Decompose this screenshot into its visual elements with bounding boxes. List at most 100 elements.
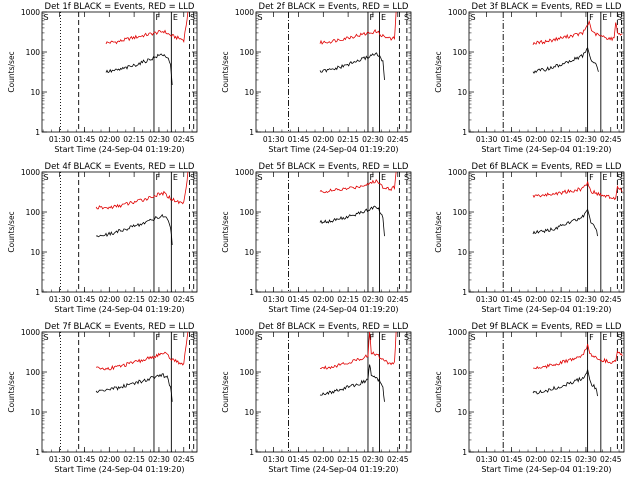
series-line-events xyxy=(532,46,599,74)
plot-frame xyxy=(468,331,625,453)
x-tick-label: 01:45 xyxy=(74,455,96,464)
y-tick-label: 1000 xyxy=(21,328,40,337)
x-tick-label: 02:45 xyxy=(600,455,622,464)
x-tick-label: 02:30 xyxy=(362,295,384,304)
panel-title: Det 1f BLACK = Events, RED = LLD xyxy=(45,2,195,12)
y-axis-label: Counts/sec xyxy=(434,371,443,412)
x-tick-label: 02:15 xyxy=(550,135,572,144)
plot-frame xyxy=(41,11,198,133)
y-tick-label: 10 xyxy=(30,408,40,417)
y-tick-label: 100 xyxy=(26,208,41,217)
x-axis-label: Start Time (24-Sep-04 01:19:20) xyxy=(481,145,611,154)
plot-frame xyxy=(255,11,412,133)
marker-label: F xyxy=(155,173,160,182)
corner-label-right: S xyxy=(404,173,409,182)
series-line-events xyxy=(319,52,385,81)
y-tick-label: 100 xyxy=(240,208,255,217)
x-tick-label: 01:45 xyxy=(74,295,96,304)
x-tick-label: 02:00 xyxy=(312,455,334,464)
x-tick-label: 01:45 xyxy=(501,455,523,464)
panel-title: Det 6f BLACK = Events, RED = LLD xyxy=(472,162,622,172)
x-tick-label: 02:30 xyxy=(362,455,384,464)
y-tick-label: 1000 xyxy=(448,328,467,337)
y-tick-label: 100 xyxy=(453,208,468,217)
x-tick-label: 02:15 xyxy=(337,135,359,144)
y-tick-label: 10 xyxy=(457,88,467,97)
corner-label-right: S xyxy=(617,173,622,182)
y-tick-label: 1 xyxy=(35,448,40,457)
panel-title: Det 9f BLACK = Events, RED = LLD xyxy=(472,322,622,332)
corner-label-left: S xyxy=(258,13,263,22)
plot-frame xyxy=(468,11,625,133)
y-axis-label: Counts/sec xyxy=(7,371,16,412)
panel-det-2f: Det 2f BLACK = Events, RED = LLD 1 10 100 10… xyxy=(221,2,412,154)
x-tick-label: 02:30 xyxy=(148,455,170,464)
panel-det-4f: Det 4f BLACK = Events, RED = LLD 1 10 100 10… xyxy=(7,162,198,314)
series-line-events xyxy=(319,364,385,402)
x-tick-label: 02:00 xyxy=(525,455,547,464)
marker-label: E xyxy=(381,333,386,342)
panel-det-3f: Det 3f BLACK = Events, RED = LLD 1 10 100 10… xyxy=(434,2,625,154)
y-tick-label: 1000 xyxy=(235,328,254,337)
panel-title: Det 7f BLACK = Events, RED = LLD xyxy=(45,322,195,332)
y-axis-label: Counts/sec xyxy=(221,371,230,412)
corner-label-right: S xyxy=(617,13,622,22)
corner-label-left: S xyxy=(44,13,49,22)
y-tick-label: 100 xyxy=(240,368,255,377)
panel-det-8f: Det 8f BLACK = Events, RED = LLD 1 10 100 10… xyxy=(221,322,412,474)
y-tick-label: 100 xyxy=(26,48,41,57)
x-tick-label: 02:30 xyxy=(362,135,384,144)
series-line-lld xyxy=(105,11,189,45)
x-tick-label: 01:30 xyxy=(49,295,71,304)
series-line-events xyxy=(96,213,173,246)
y-tick-label: 10 xyxy=(244,248,254,257)
y-tick-label: 1 xyxy=(462,288,467,297)
panel-det-1f: Det 1f BLACK = Events, RED = LLD 1 10 100 10… xyxy=(7,2,198,154)
plot-frame xyxy=(468,171,625,293)
panel-det-6f: Det 6f BLACK = Events, RED = LLD 1 10 100 10… xyxy=(434,162,625,314)
y-tick-label: 10 xyxy=(457,248,467,257)
x-tick-label: 01:30 xyxy=(49,455,71,464)
series-line-lld xyxy=(319,11,397,45)
x-tick-label: 01:30 xyxy=(476,135,498,144)
series-line-lld xyxy=(532,19,623,46)
corner-label-right: S xyxy=(404,333,409,342)
x-axis-label: Start Time (24-Sep-04 01:19:20) xyxy=(481,305,611,314)
corner-label-right: S xyxy=(190,13,195,22)
x-tick-label: 01:45 xyxy=(74,135,96,144)
x-tick-label: 02:15 xyxy=(337,455,359,464)
y-tick-label: 1 xyxy=(462,448,467,457)
x-tick-label: 01:45 xyxy=(501,295,523,304)
marker-label: E xyxy=(602,13,607,22)
y-axis-label: Counts/sec xyxy=(7,211,16,252)
x-tick-label: 02:45 xyxy=(387,295,409,304)
x-axis-label: Start Time (24-Sep-04 01:19:20) xyxy=(268,145,398,154)
corner-label-right: S xyxy=(190,333,195,342)
x-tick-label: 02:45 xyxy=(173,455,195,464)
panel-title: Det 2f BLACK = Events, RED = LLD xyxy=(259,2,409,12)
x-tick-label: 01:30 xyxy=(49,135,71,144)
series-line-events xyxy=(532,369,598,397)
x-tick-label: 01:45 xyxy=(501,135,523,144)
corner-label-left: S xyxy=(258,333,263,342)
y-axis-label: Counts/sec xyxy=(221,51,230,92)
x-tick-label: 02:15 xyxy=(123,135,145,144)
corner-label-right: S xyxy=(404,13,409,22)
plot-frame xyxy=(41,171,198,293)
corner-label-left: S xyxy=(471,173,476,182)
corner-label-left: S xyxy=(44,333,49,342)
x-tick-label: 01:30 xyxy=(476,455,498,464)
x-axis-label: Start Time (24-Sep-04 01:19:20) xyxy=(268,465,398,474)
y-tick-label: 1000 xyxy=(235,8,254,17)
marker-label: E xyxy=(381,13,386,22)
x-tick-label: 01:30 xyxy=(263,455,285,464)
x-axis-label: Start Time (24-Sep-04 01:19:20) xyxy=(481,465,611,474)
x-tick-label: 02:00 xyxy=(525,295,547,304)
marker-label: E xyxy=(602,173,607,182)
y-tick-label: 1000 xyxy=(21,168,40,177)
y-tick-label: 1000 xyxy=(235,168,254,177)
y-tick-label: 1000 xyxy=(448,168,467,177)
x-tick-label: 02:45 xyxy=(600,295,622,304)
plot-frame xyxy=(41,331,198,453)
